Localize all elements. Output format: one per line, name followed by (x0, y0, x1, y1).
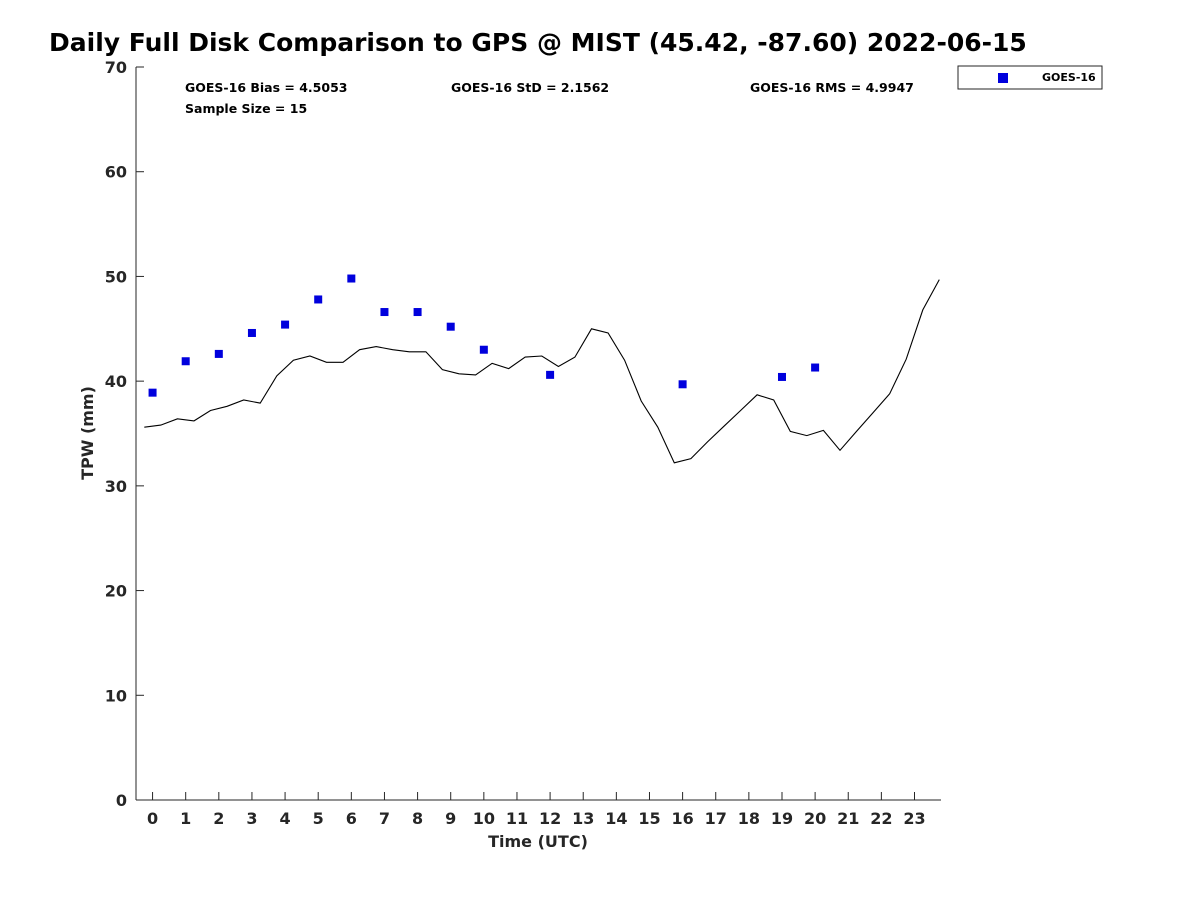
goes16-point (446, 322, 455, 331)
x-tick-label: 3 (246, 809, 257, 828)
legend-box (957, 65, 1103, 90)
x-tick-label: 8 (412, 809, 423, 828)
stats-annotations: GOES-16 Bias = 4.5053 GOES-16 StD = 2.15… (185, 80, 914, 116)
x-tick-label: 12 (539, 809, 561, 828)
chart-title: Daily Full Disk Comparison to GPS @ MIST… (49, 28, 1027, 57)
y-tick-label: 70 (105, 58, 127, 77)
x-tick-label: 4 (280, 809, 291, 828)
sample-size-annotation: Sample Size = 15 (185, 101, 307, 116)
goes16-point (678, 380, 687, 389)
y-tick-label: 30 (105, 477, 127, 496)
x-tick-label: 7 (379, 809, 390, 828)
goes16-point (148, 388, 157, 397)
y-tick-label: 60 (105, 163, 127, 182)
goes16-series (148, 274, 820, 397)
gps-line (144, 279, 940, 464)
goes16-point (181, 357, 190, 366)
x-tick-label: 17 (705, 809, 727, 828)
y-tick-label: 40 (105, 372, 127, 391)
goes16-point (281, 320, 290, 329)
goes16-point (479, 345, 488, 354)
goes16-point (247, 328, 256, 337)
x-tick-label: 15 (638, 809, 660, 828)
x-tick-label: 18 (738, 809, 760, 828)
x-tick-label: 0 (147, 809, 158, 828)
x-tick-label: 13 (572, 809, 594, 828)
legend-marker (998, 73, 1008, 83)
y-tick-label: 0 (116, 791, 127, 810)
x-tick-label: 22 (870, 809, 892, 828)
goes16-point (380, 308, 389, 317)
x-tick-label: 1 (180, 809, 191, 828)
bias-annotation: GOES-16 Bias = 4.5053 (185, 80, 347, 95)
x-tick-label: 11 (506, 809, 528, 828)
x-tick-label: 2 (213, 809, 224, 828)
y-tick-label: 10 (105, 686, 127, 705)
goes16-point (413, 308, 422, 317)
x-axis-label: Time (UTC) (488, 832, 588, 851)
x-tick-label: 5 (313, 809, 324, 828)
y-axis-label: TPW (mm) (78, 386, 97, 480)
goes16-point (214, 349, 223, 358)
x-tick-label: 14 (605, 809, 627, 828)
x-tick-label: 16 (671, 809, 693, 828)
gps-series (144, 279, 940, 464)
goes16-point (546, 370, 555, 379)
rms-annotation: GOES-16 RMS = 4.9947 (750, 80, 914, 95)
y-tick-label: 50 (105, 267, 127, 286)
goes16-point (777, 372, 786, 381)
x-tick-label: 6 (346, 809, 357, 828)
goes16-point (314, 295, 323, 304)
x-tick-label: 23 (903, 809, 925, 828)
legend-label: GOES-16 (1042, 71, 1096, 84)
goes16-point (811, 363, 820, 372)
y-tick-label: 20 (105, 582, 127, 601)
x-tick-label: 9 (445, 809, 456, 828)
x-tick-label: 10 (473, 809, 495, 828)
legend: GOES-16 (957, 65, 1103, 90)
goes16-point (347, 274, 356, 283)
std-annotation: GOES-16 StD = 2.1562 (451, 80, 609, 95)
x-tick-label: 20 (804, 809, 826, 828)
x-tick-label: 21 (837, 809, 859, 828)
x-tick-label: 19 (771, 809, 793, 828)
